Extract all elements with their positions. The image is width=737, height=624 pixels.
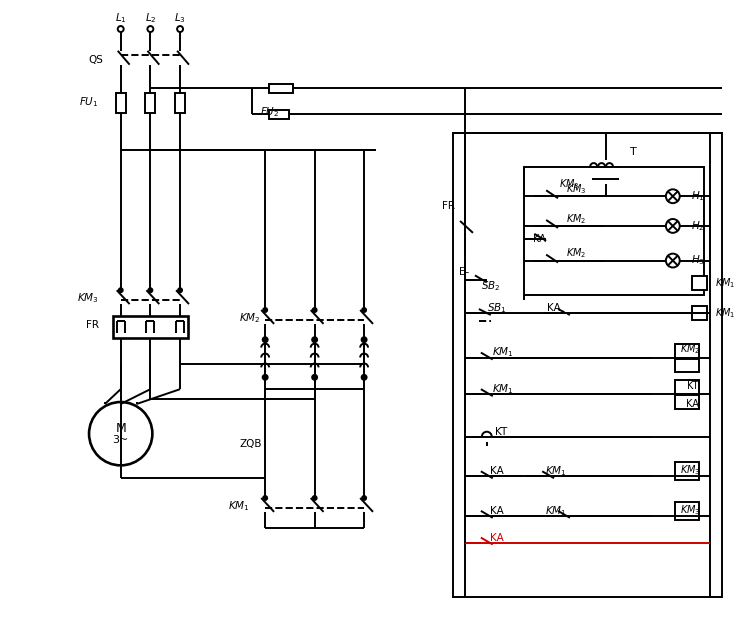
Bar — [269, 84, 293, 94]
Text: $KM_1$: $KM_1$ — [716, 306, 736, 320]
Circle shape — [362, 496, 366, 500]
Text: KT: KT — [495, 427, 507, 437]
Circle shape — [263, 308, 267, 312]
Text: $L_1$: $L_1$ — [115, 11, 127, 25]
Text: $KM_2$: $KM_2$ — [566, 246, 586, 260]
Circle shape — [362, 308, 366, 312]
Circle shape — [362, 375, 366, 380]
Circle shape — [312, 375, 317, 380]
Circle shape — [312, 337, 317, 342]
Circle shape — [118, 26, 124, 32]
Bar — [453, 133, 722, 597]
Bar — [675, 344, 699, 358]
Text: M: M — [115, 422, 126, 436]
Circle shape — [147, 26, 153, 32]
Text: $KM_1$: $KM_1$ — [545, 464, 567, 478]
Text: ZQB: ZQB — [240, 439, 262, 449]
Text: $SB_2$: $SB_2$ — [481, 280, 500, 293]
Text: FR: FR — [86, 320, 99, 330]
Circle shape — [89, 402, 153, 466]
Bar — [525, 167, 705, 295]
Text: $KM_1$: $KM_1$ — [716, 276, 736, 290]
Text: $L_2$: $L_2$ — [144, 11, 156, 25]
Text: KA: KA — [686, 399, 699, 409]
Bar — [691, 306, 708, 320]
Bar — [675, 380, 699, 394]
Circle shape — [362, 337, 366, 342]
Circle shape — [262, 375, 268, 380]
Circle shape — [666, 189, 680, 203]
Text: $KM_1$: $KM_1$ — [545, 504, 567, 518]
Circle shape — [312, 308, 317, 312]
Text: KT: KT — [687, 381, 699, 391]
Circle shape — [177, 26, 183, 32]
Text: KA: KA — [547, 303, 561, 313]
Bar — [116, 94, 125, 113]
Circle shape — [666, 219, 680, 233]
Text: $H_2$: $H_2$ — [691, 219, 705, 233]
Text: $FU_2$: $FU_2$ — [260, 105, 279, 119]
Bar — [675, 462, 699, 480]
Circle shape — [312, 496, 317, 500]
Text: QS: QS — [88, 55, 103, 65]
Circle shape — [666, 253, 680, 268]
Bar — [145, 94, 156, 113]
Circle shape — [262, 337, 268, 342]
Text: KA: KA — [490, 506, 503, 516]
Text: $KM_3$: $KM_3$ — [77, 291, 99, 305]
Text: $SB_1$: $SB_1$ — [487, 301, 506, 315]
Text: $KM_3$: $KM_3$ — [559, 177, 579, 192]
Text: KA: KA — [533, 234, 545, 244]
Bar — [691, 276, 708, 290]
Circle shape — [119, 288, 122, 292]
Bar — [113, 316, 188, 338]
Text: $L_3$: $L_3$ — [174, 11, 186, 25]
Text: 3~: 3~ — [113, 435, 129, 445]
Circle shape — [148, 288, 153, 292]
Text: $KM_2$: $KM_2$ — [680, 343, 701, 356]
Text: $KM_3$: $KM_3$ — [680, 464, 701, 477]
Text: $KM_1$: $KM_1$ — [492, 346, 514, 359]
Bar — [675, 359, 699, 373]
Text: FR: FR — [442, 201, 455, 211]
Text: T: T — [630, 147, 637, 157]
Text: $H_1$: $H_1$ — [691, 189, 705, 203]
Bar — [175, 94, 185, 113]
Text: KA: KA — [490, 533, 503, 543]
Text: $KM_3$: $KM_3$ — [565, 182, 586, 196]
Text: E-: E- — [459, 268, 469, 278]
Text: $KM_2$: $KM_2$ — [240, 311, 261, 325]
Text: $KM_1$: $KM_1$ — [492, 383, 514, 396]
Text: $KM_2$: $KM_2$ — [566, 212, 586, 226]
Bar — [675, 502, 699, 520]
Text: $H_3$: $H_3$ — [691, 253, 705, 268]
Bar — [269, 110, 289, 119]
Text: KA: KA — [490, 466, 503, 476]
Text: $FU_1$: $FU_1$ — [80, 95, 99, 109]
Text: $KM_1$: $KM_1$ — [228, 499, 249, 513]
Text: $KM_3$: $KM_3$ — [680, 503, 701, 517]
Bar — [675, 395, 699, 409]
Circle shape — [178, 288, 182, 292]
Circle shape — [263, 496, 267, 500]
